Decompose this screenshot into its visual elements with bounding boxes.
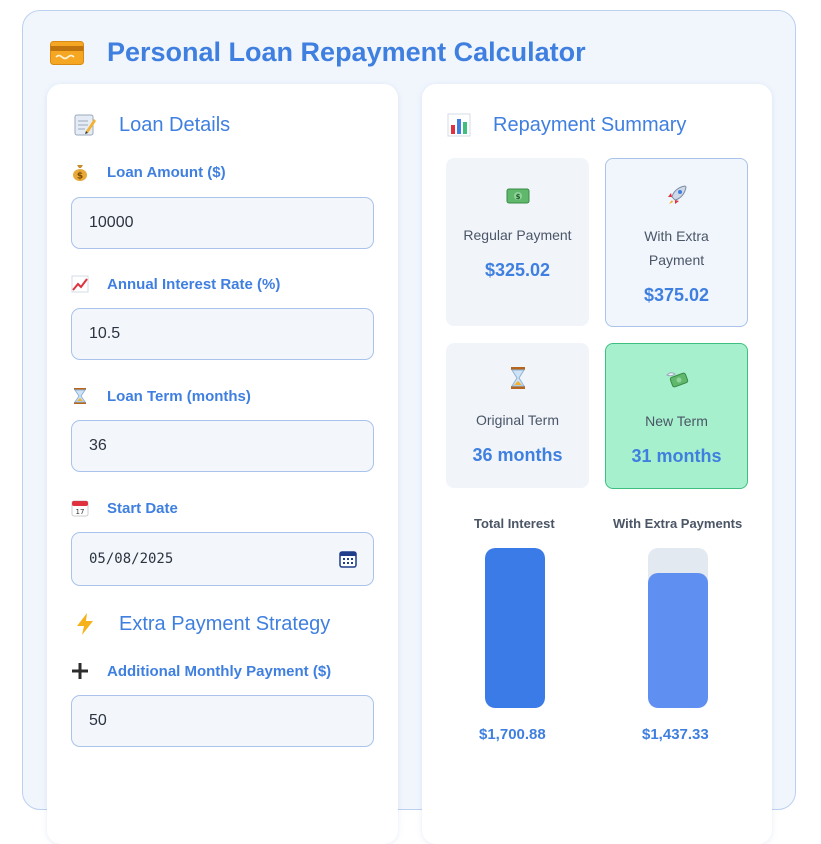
calendar-picker-icon[interactable] [339, 550, 357, 568]
extra-strategy-title: Extra Payment Strategy [119, 612, 331, 635]
interest-rate-input[interactable]: 10.5 [71, 308, 374, 360]
svg-text:$: $ [515, 193, 520, 201]
money-with-wings-icon [665, 372, 688, 388]
regular-payment-value: $325.02 [484, 260, 551, 280]
loan-details-panel: Loan Details $ Loan Amount ($) 10000 Ann… [47, 84, 398, 844]
svg-text:$: $ [77, 172, 83, 182]
extra-payment-card: With Extra Payment $375.02 [605, 158, 748, 327]
regular-payment-card: $ Regular Payment $325.02 [446, 158, 589, 326]
new-term-card: New Term 31 months [605, 343, 748, 489]
total-interest-value: $1,700.88 [479, 726, 546, 743]
start-date-input[interactable]: 05/08/2025 [71, 532, 374, 586]
rocket-icon [667, 185, 687, 204]
repayment-summary-panel: Repayment Summary $ Regular Payment $325… [422, 84, 772, 844]
summary-header: Repayment Summary [447, 113, 686, 137]
calendar-icon: 17 [71, 500, 89, 517]
extra-interest-value: $1,437.33 [642, 726, 709, 743]
bar-chart-icon [447, 113, 471, 137]
new-term-value: 31 months [631, 446, 722, 466]
page-title: Personal Loan Repayment Calculator [107, 37, 586, 67]
additional-payment-label: Additional Monthly Payment ($) [71, 662, 331, 680]
total-interest-bar-label: Total Interest [474, 516, 555, 531]
calculator-app: Personal Loan Repayment Calculator Loan … [22, 10, 796, 844]
memo-icon [74, 114, 96, 136]
original-term-label: Original Term [476, 412, 559, 428]
start-date-label: 17 Start Date [71, 499, 178, 517]
extra-strategy-header: Extra Payment Strategy [73, 612, 330, 636]
total-interest-bar [485, 548, 545, 708]
extra-interest-bar [648, 572, 708, 708]
new-term-label: New Term [645, 413, 708, 429]
plus-icon [72, 663, 88, 679]
loan-details-header: Loan Details [73, 113, 230, 137]
credit-card-icon [50, 41, 84, 65]
loan-term-input[interactable]: 36 [71, 420, 374, 472]
extra-payment-value: $375.02 [643, 285, 710, 305]
extra-interest-bar-track [648, 548, 708, 708]
regular-payment-label: Regular Payment [463, 227, 572, 243]
original-term-value: 36 months [472, 445, 563, 465]
hourglass-icon [74, 388, 86, 404]
loan-amount-input[interactable]: 10000 [71, 197, 374, 249]
original-term-card: Original Term 36 months [446, 343, 589, 488]
loan-amount-label: $ Loan Amount ($) [71, 163, 226, 181]
chart-increasing-icon [71, 275, 89, 293]
extra-payment-label: With Extra Payment [644, 228, 709, 268]
lightning-icon [77, 613, 93, 635]
loan-term-label: Loan Term (months) [71, 387, 251, 405]
summary-title: Repayment Summary [493, 113, 687, 136]
additional-payment-input[interactable]: 50 [71, 695, 374, 747]
money-bag-icon: $ [73, 165, 87, 182]
start-date-value: 05/08/2025 [89, 551, 174, 567]
svg-text:17: 17 [76, 508, 85, 516]
total-interest-bar-track [485, 548, 545, 708]
interest-rate-label: Annual Interest Rate (%) [71, 275, 280, 293]
loan-details-title: Loan Details [119, 113, 231, 136]
dollar-banknote-icon: $ [506, 188, 529, 204]
hourglass-icon [510, 367, 525, 389]
extra-interest-bar-label: With Extra Payments [613, 516, 743, 531]
